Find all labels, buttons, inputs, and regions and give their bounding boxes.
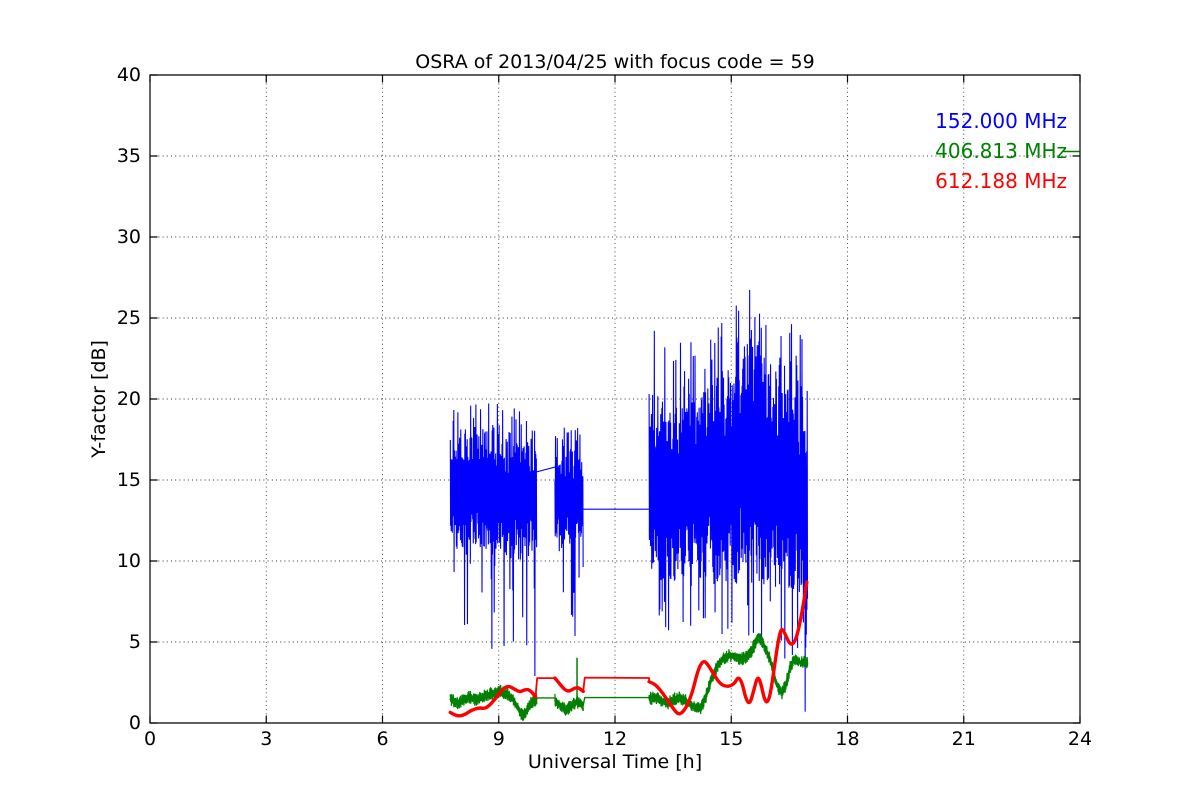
- legend-entry: 152.000 MHz: [935, 109, 1067, 133]
- legend-entry: 406.813 MHz: [935, 139, 1067, 163]
- x-tick-label: 3: [260, 728, 273, 750]
- legend-entry: 612.188 MHz: [935, 169, 1067, 193]
- x-tick-label: 9: [492, 728, 505, 750]
- y-tick-label: 0: [128, 712, 141, 734]
- y-tick-label: 15: [116, 469, 141, 491]
- legend: 152.000 MHz 406.813 MHz 612.188 MHz: [935, 106, 1067, 196]
- y-tick-label: 20: [116, 388, 141, 410]
- y-tick-label: 30: [116, 226, 141, 248]
- x-tick-label: 0: [143, 728, 157, 750]
- y-tick-label: 25: [116, 307, 141, 329]
- x-tick-label: 18: [835, 728, 860, 750]
- x-tick-label: 6: [376, 728, 389, 750]
- chart-title: OSRA of 2013/04/25 with focus code = 59: [415, 51, 815, 73]
- y-tick-label: 5: [128, 631, 141, 653]
- y-tick-label: 10: [116, 550, 141, 572]
- x-tick-label: 24: [1067, 728, 1093, 750]
- y-tick-label: 40: [116, 64, 141, 86]
- x-tick-label: 15: [719, 728, 744, 750]
- x-axis-label: Universal Time [h]: [527, 751, 703, 773]
- x-tick-label: 12: [602, 728, 628, 750]
- x-tick-label: 21: [951, 728, 976, 750]
- y-tick-label: 35: [116, 145, 141, 167]
